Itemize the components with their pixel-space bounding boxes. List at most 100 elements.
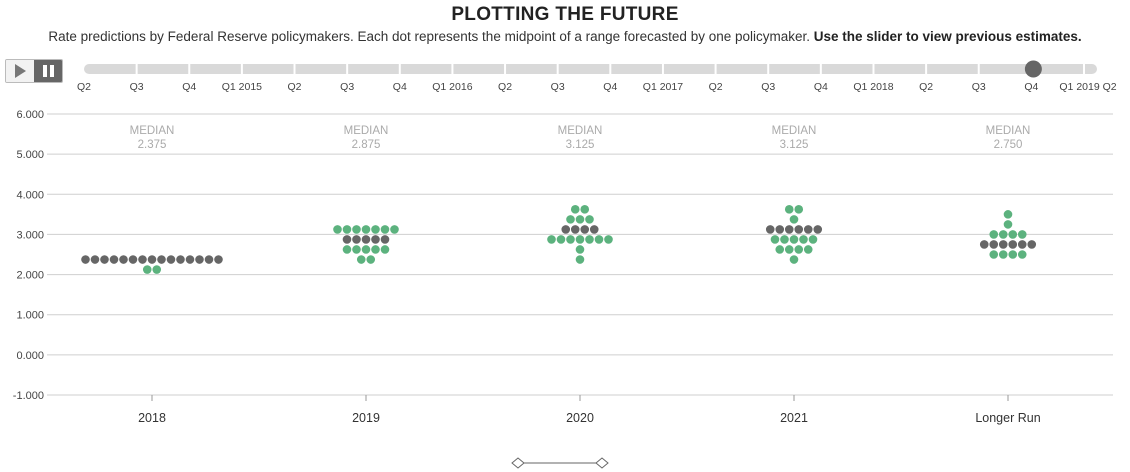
forecast-dot[interactable] [342, 245, 352, 254]
median-dot[interactable] [371, 235, 380, 244]
forecast-dot[interactable] [808, 235, 818, 244]
median-dot[interactable] [176, 255, 185, 264]
slider-track[interactable] [84, 64, 1097, 74]
chart-navigator[interactable] [510, 456, 610, 470]
forecast-dot[interactable] [575, 215, 585, 224]
median-dot[interactable] [81, 255, 90, 264]
forecast-dot[interactable] [361, 225, 371, 234]
forecast-dot[interactable] [784, 205, 794, 214]
forecast-dot[interactable] [575, 245, 585, 254]
slider-tick-label[interactable]: Q3 [971, 81, 986, 93]
slider-tick-label[interactable]: Q1 2015 [221, 81, 263, 93]
navigator-right-handle[interactable] [595, 457, 609, 469]
slider-tick-label[interactable]: Q2 [287, 81, 302, 93]
slider-tick-label[interactable]: Q2 [919, 81, 934, 93]
median-dot[interactable] [157, 255, 166, 264]
forecast-dot[interactable] [366, 255, 376, 264]
slider-tick-label[interactable]: Q2 [498, 81, 513, 93]
navigator-left-handle[interactable] [511, 457, 525, 469]
median-dot[interactable] [195, 255, 204, 264]
forecast-dot[interactable] [794, 205, 804, 214]
median-dot[interactable] [128, 255, 138, 264]
forecast-dot[interactable] [794, 245, 804, 254]
median-dot[interactable] [109, 255, 119, 264]
forecast-dot[interactable] [1017, 250, 1027, 259]
forecast-dot[interactable] [352, 245, 361, 254]
median-dot[interactable] [1017, 240, 1027, 249]
median-dot[interactable] [580, 225, 590, 234]
forecast-dot[interactable] [547, 235, 556, 244]
forecast-dot[interactable] [342, 225, 352, 234]
median-dot[interactable] [1008, 240, 1018, 249]
median-dot[interactable] [352, 235, 361, 244]
play-button[interactable] [6, 60, 34, 82]
median-dot[interactable] [90, 255, 100, 264]
forecast-dot[interactable] [594, 235, 604, 244]
forecast-dot[interactable] [989, 250, 999, 259]
forecast-dot[interactable] [566, 235, 575, 244]
forecast-dot[interactable] [1003, 220, 1013, 229]
median-dot[interactable] [214, 255, 223, 264]
median-dot[interactable] [979, 240, 989, 249]
median-dot[interactable] [166, 255, 176, 264]
median-dot[interactable] [794, 225, 804, 234]
slider-tick-label[interactable]: Q3 [550, 81, 565, 93]
forecast-dot[interactable] [371, 245, 380, 254]
slider-tick-label[interactable]: Q1 2018 [853, 81, 894, 93]
forecast-dot[interactable] [390, 225, 399, 234]
forecast-dot[interactable] [1003, 210, 1013, 219]
slider-tick-label[interactable]: Q1 2016 [432, 81, 473, 93]
median-dot[interactable] [765, 225, 775, 234]
timeline-slider[interactable] [0, 0, 1130, 100]
slider-tick-label[interactable]: Q3 [129, 81, 144, 93]
median-dot[interactable] [185, 255, 195, 264]
median-dot[interactable] [147, 255, 157, 264]
forecast-dot[interactable] [799, 235, 808, 244]
forecast-dot[interactable] [585, 235, 594, 244]
forecast-dot[interactable] [371, 225, 380, 234]
forecast-dot[interactable] [780, 235, 789, 244]
forecast-dot[interactable] [775, 245, 785, 254]
forecast-dot[interactable] [380, 245, 390, 254]
forecast-dot[interactable] [570, 205, 580, 214]
forecast-dot[interactable] [989, 230, 999, 239]
slider-tick-label[interactable]: Q1 2017 [642, 81, 684, 93]
median-dot[interactable] [342, 235, 352, 244]
forecast-dot[interactable] [1017, 230, 1027, 239]
median-dot[interactable] [803, 225, 813, 234]
median-dot[interactable] [561, 225, 571, 234]
slider-tick-label[interactable]: Q3 [340, 81, 355, 93]
forecast-dot[interactable] [998, 230, 1008, 239]
slider-tick-label[interactable]: Q2 [76, 81, 92, 93]
slider-tick-label[interactable]: Q3 [761, 81, 776, 93]
median-dot[interactable] [570, 225, 580, 234]
slider-tick-label[interactable]: Q2 [708, 81, 723, 93]
forecast-dot[interactable] [152, 265, 162, 274]
forecast-dot[interactable] [789, 255, 799, 264]
forecast-dot[interactable] [770, 235, 780, 244]
forecast-dot[interactable] [142, 265, 152, 274]
slider-handle[interactable] [1024, 60, 1042, 78]
slider-tick-label[interactable]: Q4 [392, 81, 407, 93]
slider-tick-label[interactable]: Q1 2019 Q2 [1059, 81, 1117, 93]
forecast-dot[interactable] [380, 225, 390, 234]
pause-button[interactable] [34, 60, 62, 82]
forecast-dot[interactable] [789, 235, 799, 244]
slider-tick-label[interactable]: Q4 [603, 81, 618, 93]
median-dot[interactable] [119, 255, 128, 264]
median-dot[interactable] [204, 255, 214, 264]
median-dot[interactable] [775, 225, 785, 234]
forecast-dot[interactable] [361, 245, 371, 254]
median-dot[interactable] [380, 235, 390, 244]
forecast-dot[interactable] [1008, 250, 1018, 259]
median-dot[interactable] [589, 225, 599, 234]
forecast-dot[interactable] [789, 215, 799, 224]
slider-tick-label[interactable]: Q4 [813, 81, 828, 93]
median-dot[interactable] [989, 240, 999, 249]
forecast-dot[interactable] [566, 215, 575, 224]
forecast-dot[interactable] [575, 235, 585, 244]
forecast-dot[interactable] [580, 205, 590, 214]
median-dot[interactable] [998, 240, 1008, 249]
slider-tick-label[interactable]: Q4 [1024, 81, 1039, 93]
forecast-dot[interactable] [998, 250, 1008, 259]
